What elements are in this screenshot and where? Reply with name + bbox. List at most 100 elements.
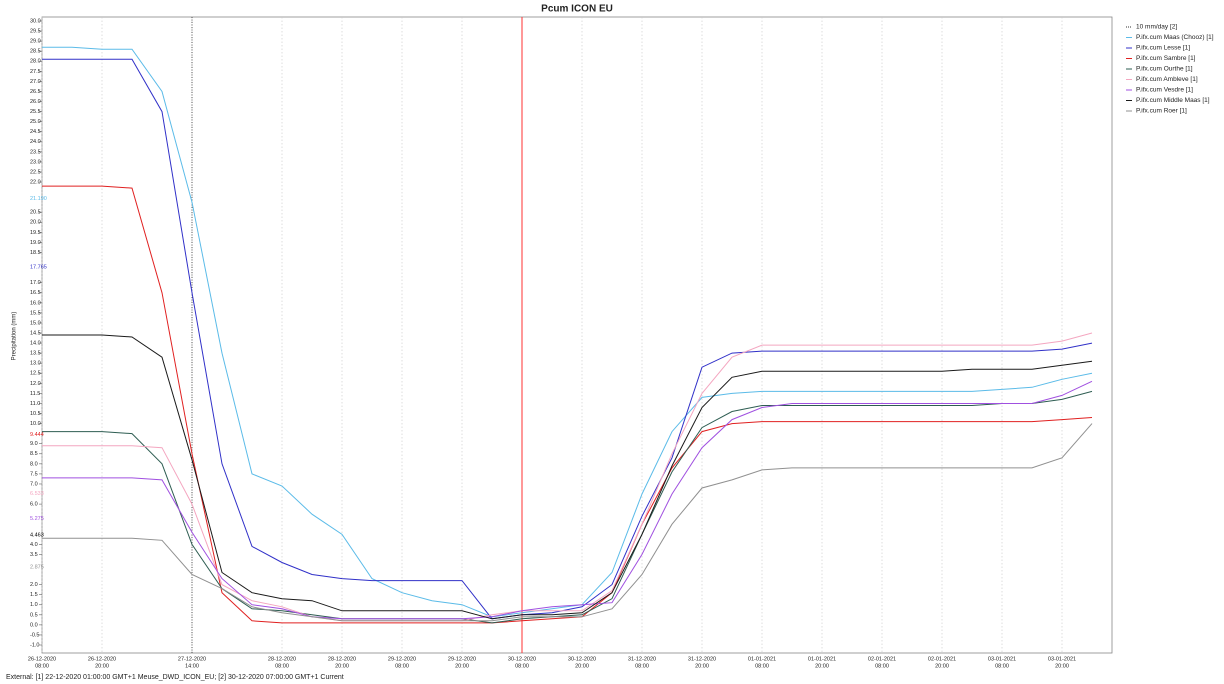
y-tick-label: 26.5 bbox=[30, 89, 41, 95]
legend-label: P.ifx.cum Lesse [1] bbox=[1136, 45, 1190, 52]
axis-marker-label: 4.463 bbox=[30, 532, 44, 538]
x-tick-label: 08:00 bbox=[755, 663, 769, 669]
x-tick-label: 08:00 bbox=[35, 663, 49, 669]
chart-title: Pcum ICON EU bbox=[541, 4, 613, 15]
y-tick-label: 16.0 bbox=[30, 300, 41, 306]
axis-marker-label: 2.875 bbox=[30, 564, 44, 570]
x-tick-label: 28-12-2020 bbox=[268, 656, 296, 662]
series-line bbox=[42, 380, 1093, 620]
x-tick-label: 20:00 bbox=[335, 663, 349, 669]
y-tick-label: 0.0 bbox=[30, 622, 38, 628]
y-tick-label: 28.0 bbox=[30, 59, 41, 65]
axis-marker-label: 9.444 bbox=[30, 432, 44, 438]
x-tick-label: 20:00 bbox=[575, 663, 589, 669]
y-tick-label: 20.0 bbox=[30, 220, 41, 226]
y-tick-label: 11.5 bbox=[30, 391, 40, 397]
y-axis-label: Precipitation (mm) bbox=[12, 312, 18, 361]
y-tick-label: 25.5 bbox=[30, 109, 41, 115]
x-tick-label: 02-01-2021 bbox=[868, 656, 896, 662]
x-tick-label: 08:00 bbox=[395, 663, 409, 669]
x-tick-label: 26-12-2020 bbox=[88, 656, 116, 662]
y-tick-label: -0.5 bbox=[30, 632, 39, 638]
y-tick-label: -1.0 bbox=[30, 642, 39, 648]
legend-label: P.ifx.cum Maas (Chooz) [1] bbox=[1136, 34, 1214, 41]
y-tick-label: 25.0 bbox=[30, 119, 41, 125]
x-tick-label: 29-12-2020 bbox=[448, 656, 476, 662]
x-tick-label: 20:00 bbox=[695, 663, 709, 669]
y-tick-label: 28.5 bbox=[30, 49, 41, 55]
y-tick-label: 10.0 bbox=[30, 421, 41, 427]
y-tick-label: 27.5 bbox=[30, 69, 41, 75]
legend-label: P.ifx.cum Middle Maas [1] bbox=[1136, 97, 1210, 104]
x-tick-label: 31-12-2020 bbox=[628, 656, 656, 662]
x-tick-label: 27-12-2020 bbox=[178, 656, 206, 662]
footer: External: [1] 22-12-2020 01:00:00 GMT+1 … bbox=[6, 674, 344, 681]
y-tick-label: 1.5 bbox=[30, 592, 38, 598]
y-tick-label: 12.0 bbox=[30, 381, 41, 387]
axis-marker-label: 5.275 bbox=[30, 516, 44, 522]
x-tick-label: 20:00 bbox=[935, 663, 949, 669]
x-tick-label: 20:00 bbox=[455, 663, 469, 669]
y-tick-label: 11.0 bbox=[30, 401, 40, 407]
y-tick-label: 14.0 bbox=[30, 341, 41, 347]
y-tick-label: 19.0 bbox=[30, 240, 41, 246]
series-line bbox=[42, 390, 1093, 624]
x-tick-label: 26-12-2020 bbox=[28, 656, 56, 662]
y-tick-label: 4.0 bbox=[30, 542, 38, 548]
y-tick-label: 15.5 bbox=[30, 310, 41, 316]
legend-label: P.ifx.cum Ambleve [1] bbox=[1136, 76, 1198, 83]
y-tick-label: 8.5 bbox=[30, 451, 38, 457]
axis-marker-label: 21.190 bbox=[30, 196, 47, 202]
x-tick-label: 01-01-2021 bbox=[808, 656, 836, 662]
x-tick-label: 14:00 bbox=[185, 663, 199, 669]
x-tick-label: 03-01-2021 bbox=[1048, 656, 1076, 662]
y-tick-label: 19.5 bbox=[30, 230, 41, 236]
y-tick-label: 1.0 bbox=[30, 602, 38, 608]
y-tick-label: 17.0 bbox=[30, 280, 41, 286]
x-tick-label: 08:00 bbox=[515, 663, 529, 669]
y-tick-label: 2.0 bbox=[30, 582, 38, 588]
y-tick-label: 27.0 bbox=[30, 79, 41, 85]
x-tick-label: 30-12-2020 bbox=[508, 656, 536, 662]
x-tick-label: 08:00 bbox=[635, 663, 649, 669]
y-tick-label: 30.0 bbox=[30, 18, 41, 24]
series-line bbox=[42, 423, 1093, 622]
y-tick-label: 22.5 bbox=[30, 169, 41, 175]
y-tick-label: 20.5 bbox=[30, 210, 41, 216]
x-tick-label: 08:00 bbox=[275, 663, 289, 669]
x-tick-label: 28-12-2020 bbox=[328, 656, 356, 662]
x-tick-label: 31-12-2020 bbox=[688, 656, 716, 662]
y-tick-label: 18.5 bbox=[30, 250, 41, 256]
axis-marker-label: 6.533 bbox=[30, 491, 44, 497]
legend-label: P.ifx.cum Ourthe [1] bbox=[1136, 66, 1193, 73]
x-tick-label: 01-01-2021 bbox=[748, 656, 776, 662]
y-tick-label: 23.0 bbox=[30, 159, 41, 165]
y-tick-label: 15.0 bbox=[30, 320, 41, 326]
x-tick-label: 03-01-2021 bbox=[988, 656, 1016, 662]
series-line bbox=[42, 334, 1093, 620]
y-tick-label: 16.5 bbox=[30, 290, 41, 296]
y-tick-label: 8.0 bbox=[30, 461, 38, 467]
y-tick-label: 24.0 bbox=[30, 139, 41, 145]
y-tick-label: 10.5 bbox=[30, 411, 41, 417]
plot-frame bbox=[41, 16, 1113, 654]
y-tick-label: 7.0 bbox=[30, 481, 38, 487]
y-tick-label: 0.5 bbox=[30, 612, 38, 618]
x-tick-label: 30-12-2020 bbox=[568, 656, 596, 662]
y-tick-label: 9.0 bbox=[30, 441, 38, 447]
y-tick-label: 6.0 bbox=[30, 502, 38, 508]
series-line bbox=[42, 58, 1093, 620]
axis-marker-label: 17.765 bbox=[30, 265, 47, 271]
series-line bbox=[42, 46, 1093, 618]
series-line bbox=[42, 185, 1093, 624]
x-tick-label: 08:00 bbox=[995, 663, 1009, 669]
x-tick-label: 20:00 bbox=[1055, 663, 1069, 669]
y-tick-label: 14.5 bbox=[30, 330, 41, 336]
y-tick-label: 12.5 bbox=[30, 371, 41, 377]
legend-label: P.ifx.cum Sambre [1] bbox=[1136, 55, 1196, 62]
y-tick-label: 29.0 bbox=[30, 39, 41, 45]
legend-label: 10 mm/day [2] bbox=[1136, 24, 1177, 31]
x-tick-label: 29-12-2020 bbox=[388, 656, 416, 662]
